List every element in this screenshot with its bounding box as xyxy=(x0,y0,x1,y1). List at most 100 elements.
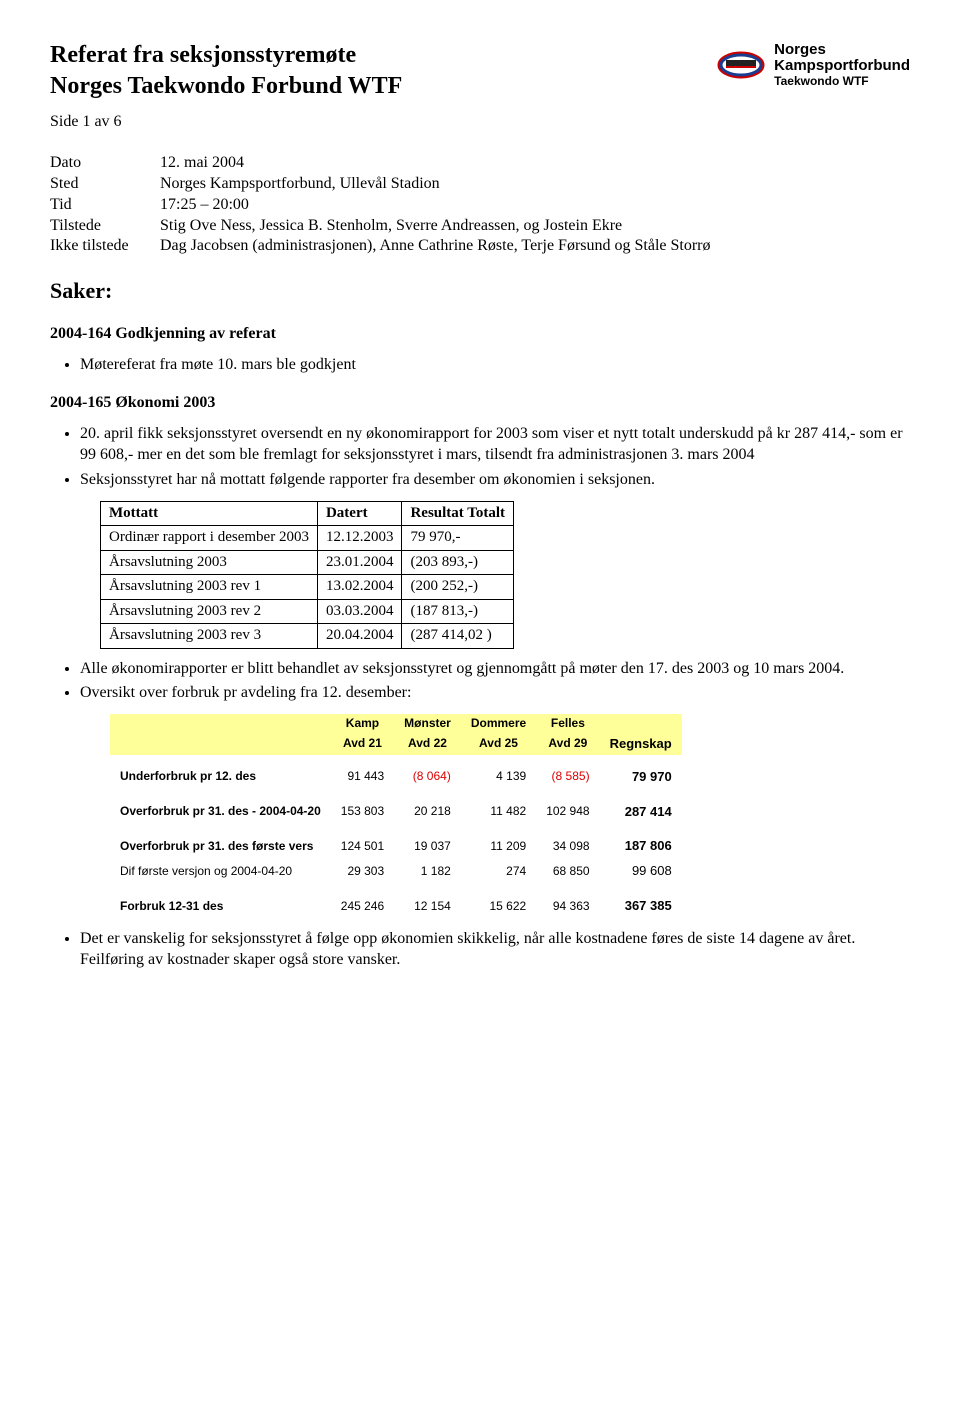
budget-label: Overforbruk pr 31. des første vers xyxy=(110,824,331,859)
th-resultat: Resultat Totalt xyxy=(402,501,514,526)
budget-row: Underforbruk pr 12. des91 443(8 064)4 13… xyxy=(110,755,682,790)
budget-subheader: Regnskap xyxy=(600,734,682,755)
budget-cell: 20 218 xyxy=(394,790,461,825)
table-cell: Årsavslutning 2003 rev 2 xyxy=(101,599,318,624)
title-line1: Referat fra seksjonsstyremøte xyxy=(50,40,402,71)
table-row: Årsavslutning 2003 rev 203.03.2004(187 8… xyxy=(101,599,514,624)
budget-subheader: Avd 29 xyxy=(536,734,599,755)
budget-header xyxy=(600,714,682,734)
budget-cell: 12 154 xyxy=(394,884,461,919)
budget-header: Dommere xyxy=(461,714,536,734)
budget-cell: 245 246 xyxy=(331,884,394,919)
budget-header: Mønster xyxy=(394,714,461,734)
table-cell: 03.03.2004 xyxy=(317,599,402,624)
budget-cell: 79 970 xyxy=(600,755,682,790)
section-165-list-a: 20. april fikk seksjonsstyret oversendt … xyxy=(80,424,910,490)
budget-cell: 94 363 xyxy=(536,884,599,919)
budget-cell: 102 948 xyxy=(536,790,599,825)
budget-cell: 68 850 xyxy=(536,859,599,884)
budget-row: Overforbruk pr 31. des - 2004-04-20153 8… xyxy=(110,790,682,825)
budget-label: Underforbruk pr 12. des xyxy=(110,755,331,790)
reports-table: Mottatt Datert Resultat Totalt Ordinær r… xyxy=(100,501,514,649)
table-cell: Årsavslutning 2003 rev 1 xyxy=(101,575,318,600)
budget-cell: 11 482 xyxy=(461,790,536,825)
budget-cell: 29 303 xyxy=(331,859,394,884)
list-item: Møtereferat fra møte 10. mars ble godkje… xyxy=(80,355,910,376)
table-cell: 12.12.2003 xyxy=(317,526,402,551)
budget-cell: 187 806 xyxy=(600,824,682,859)
logo-line1: Norges xyxy=(774,42,910,59)
budget-row: Forbruk 12-31 des245 24612 15415 62294 3… xyxy=(110,884,682,919)
page-number: Side 1 av 6 xyxy=(50,112,910,133)
sted-value: Norges Kampsportforbund, Ullevål Stadion xyxy=(160,174,440,195)
budget-cell: 367 385 xyxy=(600,884,682,919)
header-titles: Referat fra seksjonsstyremøte Norges Tae… xyxy=(50,40,402,102)
budget-header xyxy=(110,714,331,734)
budget-cell: 1 182 xyxy=(394,859,461,884)
list-item: Alle økonomirapporter er blitt behandlet… xyxy=(80,659,910,680)
budget-subheader xyxy=(110,734,331,755)
budget-table: KampMønsterDommereFelles Avd 21Avd 22Avd… xyxy=(110,714,682,919)
table-cell: (287 414,02 ) xyxy=(402,624,514,649)
table-row: Ordinær rapport i desember 200312.12.200… xyxy=(101,526,514,551)
list-item: Oversikt over forbruk pr avdeling fra 12… xyxy=(80,683,910,704)
th-mottatt: Mottatt xyxy=(101,501,318,526)
logo: Norges Kampsportforbund Taekwondo WTF xyxy=(716,40,910,90)
budget-cell: 153 803 xyxy=(331,790,394,825)
budget-cell: 274 xyxy=(461,859,536,884)
tid-value: 17:25 – 20:00 xyxy=(160,195,249,216)
budget-cell: 15 622 xyxy=(461,884,536,919)
table-cell: 23.01.2004 xyxy=(317,550,402,575)
table-cell: 20.04.2004 xyxy=(317,624,402,649)
budget-cell: (8 585) xyxy=(536,755,599,790)
budget-header: Felles xyxy=(536,714,599,734)
ikke-label: Ikke tilstede xyxy=(50,236,160,257)
logo-icon xyxy=(716,40,766,90)
budget-subheader: Avd 25 xyxy=(461,734,536,755)
th-datert: Datert xyxy=(317,501,402,526)
budget-cell: 4 139 xyxy=(461,755,536,790)
budget-cell: 11 209 xyxy=(461,824,536,859)
budget-cell: 287 414 xyxy=(600,790,682,825)
ikke-value: Dag Jacobsen (administrasjonen), Anne Ca… xyxy=(160,236,710,257)
list-item: Det er vanskelig for seksjonsstyret å fø… xyxy=(80,929,910,971)
budget-cell: (8 064) xyxy=(394,755,461,790)
table-row: Årsavslutning 2003 rev 113.02.2004(200 2… xyxy=(101,575,514,600)
logo-line3: Taekwondo WTF xyxy=(774,75,910,88)
title-line2: Norges Taekwondo Forbund WTF xyxy=(50,71,402,102)
table-cell: Årsavslutning 2003 xyxy=(101,550,318,575)
budget-cell: 19 037 xyxy=(394,824,461,859)
table-cell: (187 813,-) xyxy=(402,599,514,624)
budget-subheader: Avd 22 xyxy=(394,734,461,755)
dato-value: 12. mai 2004 xyxy=(160,153,244,174)
budget-cell: 91 443 xyxy=(331,755,394,790)
budget-label: Dif første versjon og 2004-04-20 xyxy=(110,859,331,884)
budget-label: Forbruk 12-31 des xyxy=(110,884,331,919)
meeting-meta: Dato12. mai 2004 StedNorges Kampsportfor… xyxy=(50,153,910,257)
dato-label: Dato xyxy=(50,153,160,174)
section-164-heading: 2004-164 Godkjenning av referat xyxy=(50,324,910,345)
table-cell: (203 893,-) xyxy=(402,550,514,575)
table-row: Årsavslutning 200323.01.2004(203 893,-) xyxy=(101,550,514,575)
budget-label: Overforbruk pr 31. des - 2004-04-20 xyxy=(110,790,331,825)
saker-heading: Saker: xyxy=(50,277,910,306)
section-165-heading: 2004-165 Økonomi 2003 xyxy=(50,393,910,414)
section-165-list-c: Det er vanskelig for seksjonsstyret å fø… xyxy=(80,929,910,971)
table-row: Årsavslutning 2003 rev 320.04.2004(287 4… xyxy=(101,624,514,649)
budget-cell: 99 608 xyxy=(600,859,682,884)
logo-text: Norges Kampsportforbund Taekwondo WTF xyxy=(774,42,910,88)
list-item: 20. april fikk seksjonsstyret oversendt … xyxy=(80,424,910,466)
logo-line2: Kampsportforbund xyxy=(774,58,910,75)
budget-cell: 124 501 xyxy=(331,824,394,859)
section-165-list-b: Alle økonomirapporter er blitt behandlet… xyxy=(80,659,910,705)
sted-label: Sted xyxy=(50,174,160,195)
table-cell: Årsavslutning 2003 rev 3 xyxy=(101,624,318,649)
page-header: Referat fra seksjonsstyremøte Norges Tae… xyxy=(50,40,910,102)
table-cell: 79 970,- xyxy=(402,526,514,551)
table-cell: Ordinær rapport i desember 2003 xyxy=(101,526,318,551)
budget-subheader: Avd 21 xyxy=(331,734,394,755)
list-item: Seksjonsstyret har nå mottatt følgende r… xyxy=(80,470,910,491)
budget-row: Dif første versjon og 2004-04-2029 3031 … xyxy=(110,859,682,884)
table-cell: 13.02.2004 xyxy=(317,575,402,600)
budget-header: Kamp xyxy=(331,714,394,734)
